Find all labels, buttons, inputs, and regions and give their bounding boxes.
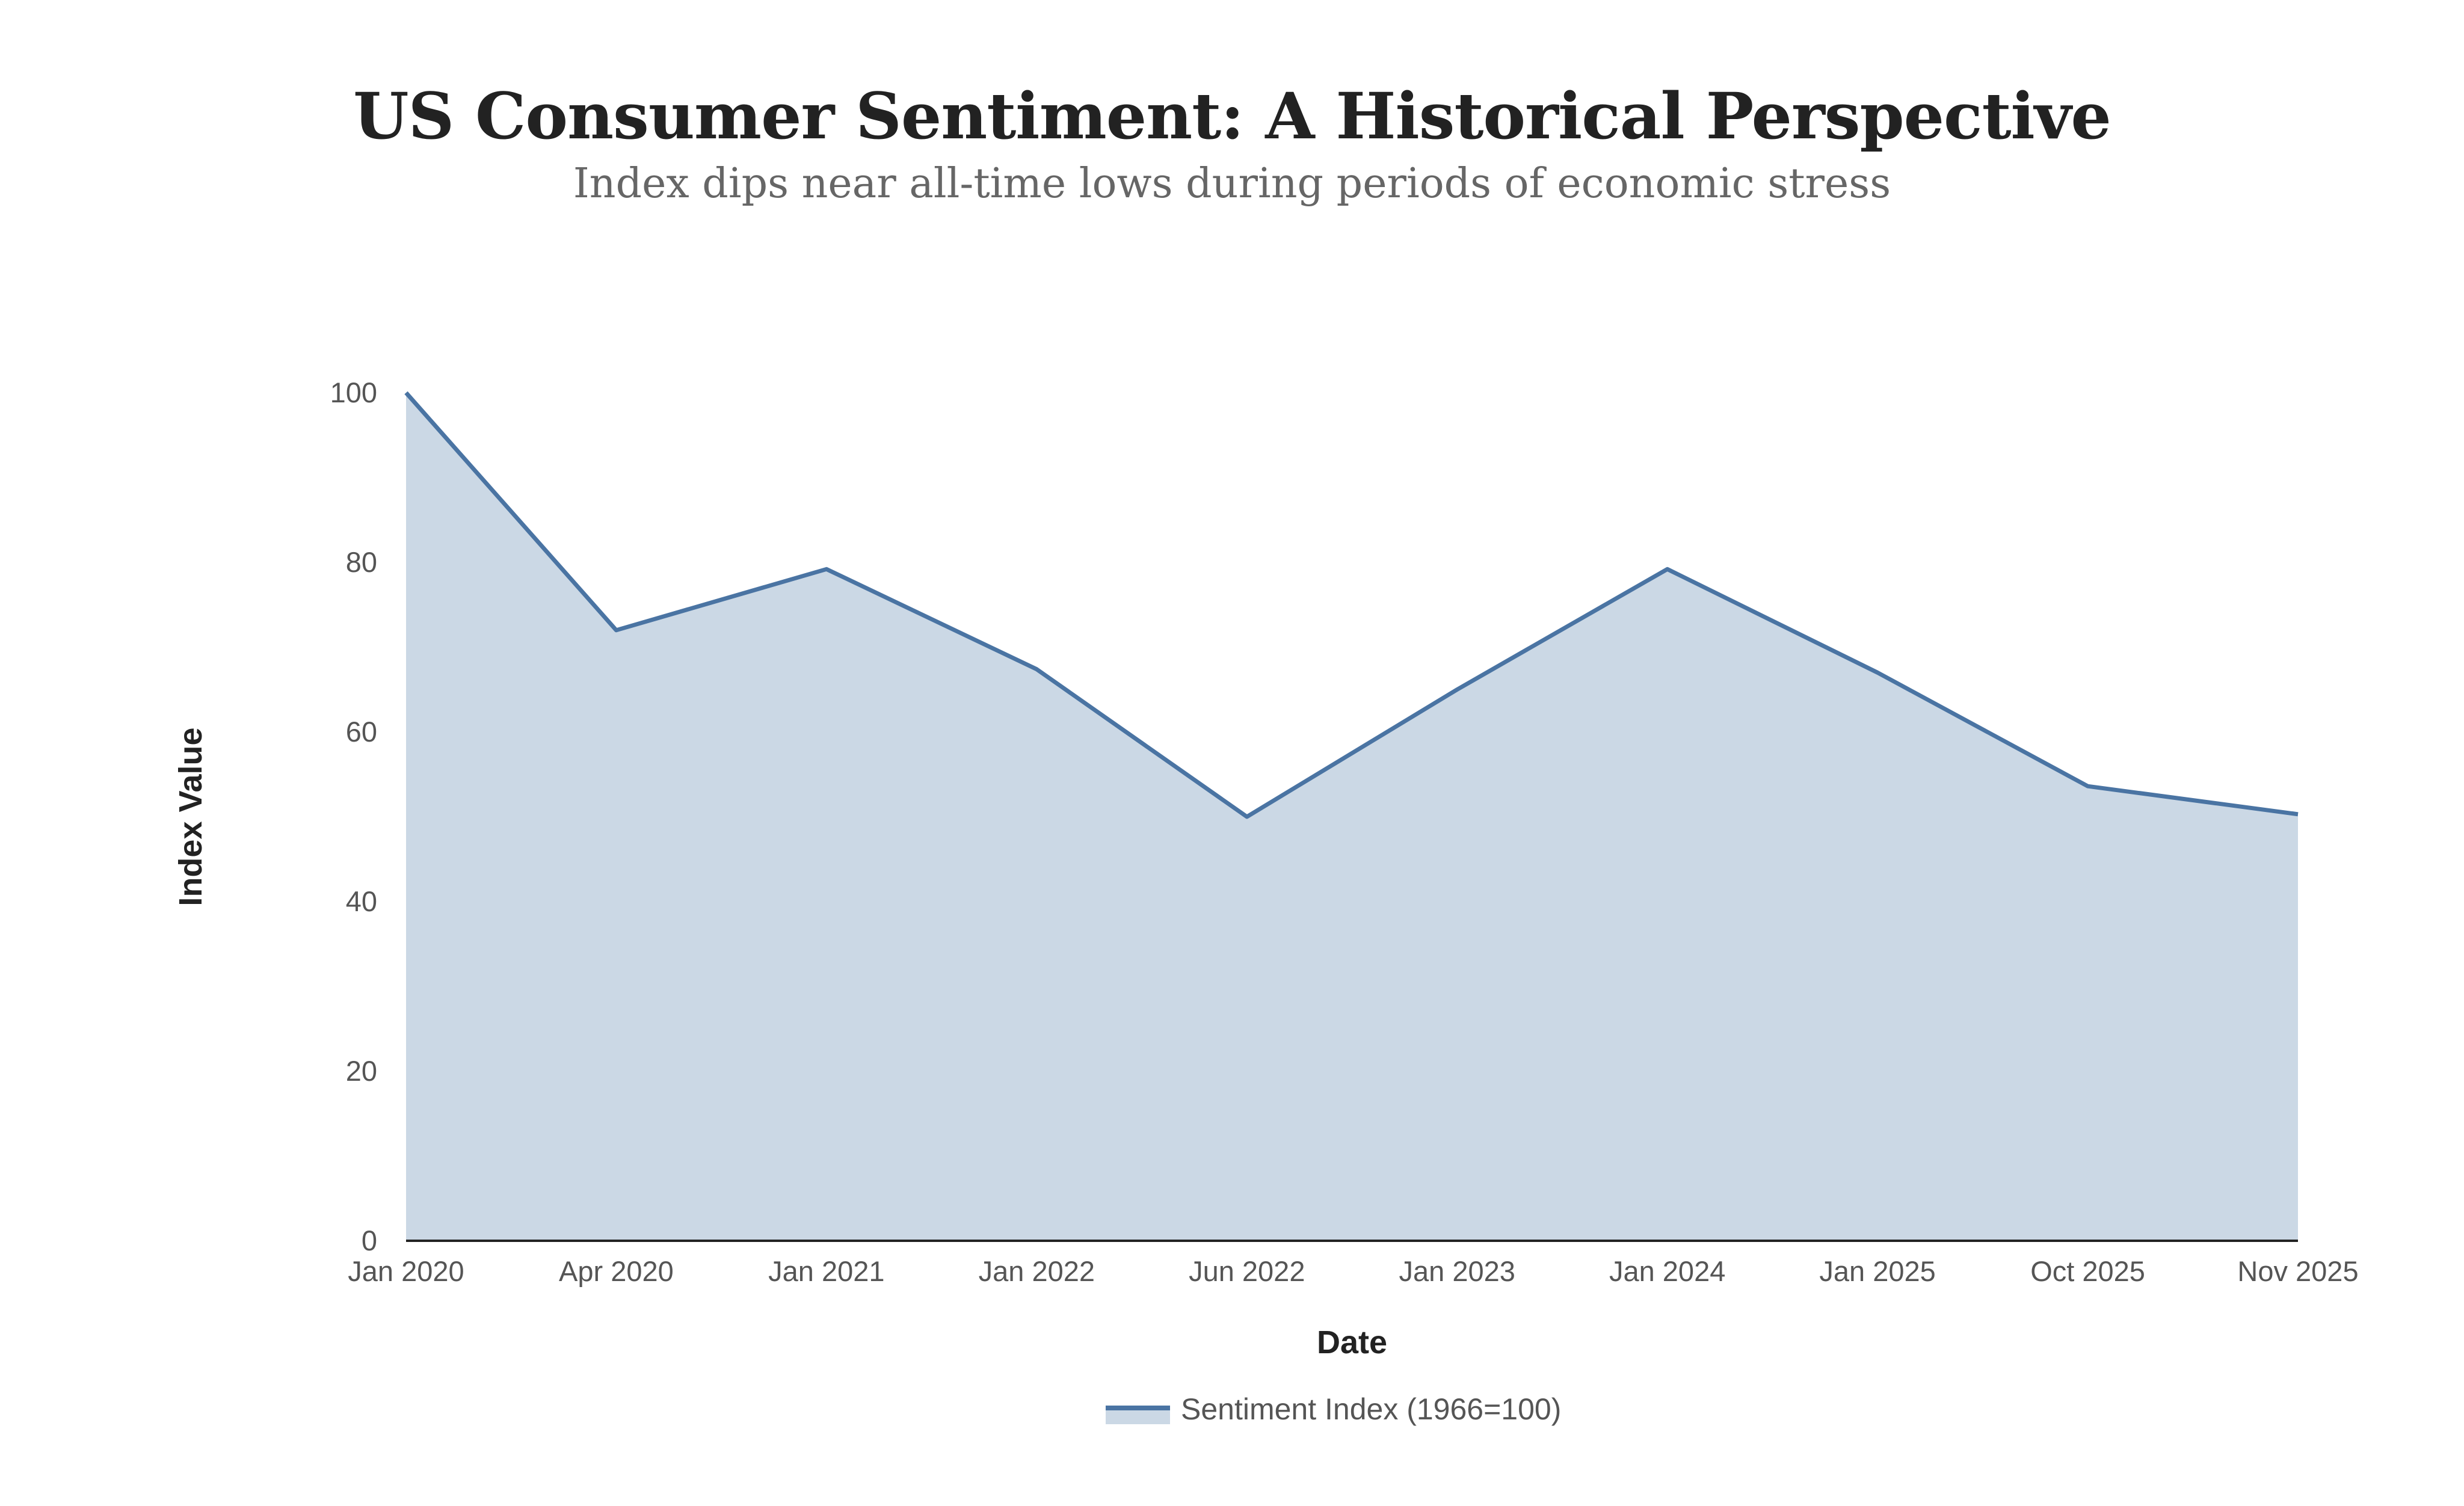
legend-label: Sentiment Index (1966=100) — [1181, 1392, 1561, 1426]
y-tick-label: 40 — [346, 885, 377, 917]
chart-subtitle: Index dips near all-time lows during per… — [573, 160, 1891, 207]
x-axis-title: Date — [1317, 1324, 1387, 1360]
y-tick-label: 100 — [330, 376, 377, 408]
x-tick-label: Jun 2022 — [1189, 1255, 1305, 1287]
series-line — [404, 391, 2299, 819]
x-tick-label: Jan 2020 — [348, 1255, 464, 1287]
y-tick-label: 80 — [346, 546, 377, 578]
y-tick-label: 60 — [346, 716, 377, 748]
x-tick-label: Nov 2025 — [2237, 1255, 2358, 1287]
series-area-fill — [406, 393, 2298, 1241]
y-axis-ticks: 0 20 40 60 80 100 — [330, 376, 377, 1256]
y-tick-label: 0 — [362, 1225, 377, 1256]
x-tick-label: Oct 2025 — [2030, 1255, 2145, 1287]
x-tick-label: Jan 2022 — [979, 1255, 1095, 1287]
x-tick-label: Jan 2025 — [1819, 1255, 1935, 1287]
chart-title: US Consumer Sentiment: A Historical Pers… — [353, 78, 2111, 153]
x-tick-label: Jan 2023 — [1399, 1255, 1515, 1287]
y-axis-title: Index Value — [173, 727, 209, 906]
legend: Sentiment Index (1966=100) — [1106, 1392, 1561, 1426]
x-tick-label: Apr 2020 — [559, 1255, 674, 1287]
y-tick-label: 20 — [346, 1055, 377, 1087]
x-tick-label: Jan 2021 — [768, 1255, 884, 1287]
x-axis-ticks: Jan 2020 Apr 2020 Jan 2021 Jan 2022 Jun 2022… — [348, 1255, 2358, 1287]
x-tick-label: Jan 2024 — [1609, 1255, 1725, 1287]
